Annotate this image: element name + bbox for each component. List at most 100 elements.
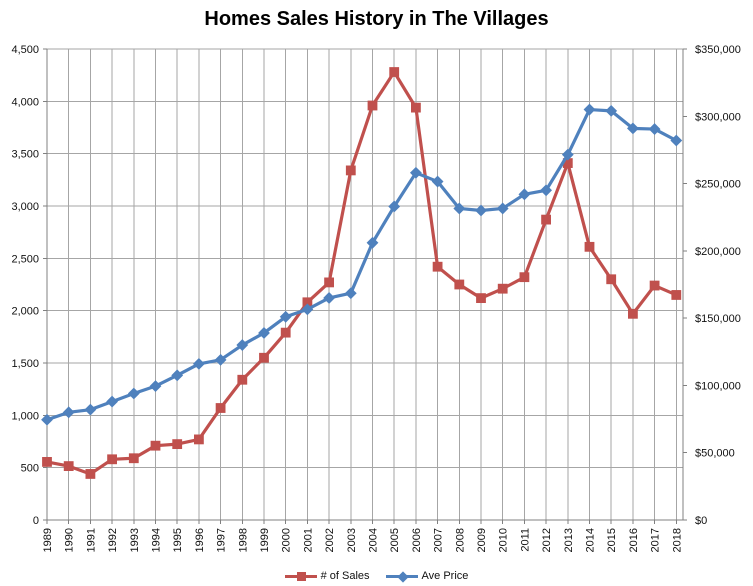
svg-text:1991: 1991 [85,528,97,552]
sales-point-1999 [259,352,269,363]
sales-point-1991 [85,469,96,479]
price-point-2002 [323,292,336,304]
legend-item-price: Ave Price [385,570,469,583]
sales-point-2000 [280,327,291,338]
svg-text:2001: 2001 [302,528,314,552]
sales-point-2015 [606,274,617,285]
sales-point-2018 [671,290,682,300]
svg-text:2010: 2010 [498,528,510,552]
price-point-2009 [475,204,487,217]
svg-text:2005: 2005 [389,528,401,552]
price-point-2012 [540,184,553,197]
svg-text:2,000: 2,000 [11,306,39,318]
svg-text:1995: 1995 [172,528,184,552]
svg-text:$250,000: $250,000 [695,179,741,191]
price-point-2008 [453,202,466,215]
legend-label-sales: # of Sales [320,570,370,582]
price-point-1989 [41,413,53,426]
price-point-2010 [496,202,509,215]
price-point-1999 [258,327,270,339]
svg-text:2015: 2015 [606,528,618,552]
sales-point-1994 [150,440,161,451]
price-series [41,103,683,426]
price-point-2004 [366,236,379,249]
svg-text:4,500: 4,500 [11,44,39,56]
svg-text:1990: 1990 [64,528,76,552]
sales-point-2002 [324,277,335,288]
svg-text:2002: 2002 [324,528,336,552]
sales-series-line [45,70,678,476]
svg-text:2008: 2008 [454,528,466,552]
price-point-1995 [171,369,184,382]
svg-text:2016: 2016 [628,528,640,552]
price-point-2003 [344,287,357,300]
svg-text:2006: 2006 [411,528,423,552]
svg-text:1994: 1994 [151,528,163,552]
svg-text:2013: 2013 [563,528,575,552]
sales-point-2011 [519,272,530,283]
sales-point-2012 [541,214,552,225]
svg-text:2018: 2018 [671,528,683,552]
svg-text:2017: 2017 [650,528,662,552]
left-axis-labels: 0 500 1,000 1,500 2,000 2,500 3,000 3,500 4,000 4… [11,44,39,527]
sales-series [42,67,682,479]
gridlines [46,48,683,520]
sales-point-2010 [497,283,508,294]
sales-point-1998 [237,374,248,385]
sales-point-2004 [367,100,378,111]
price-point-2017 [648,123,661,135]
sales-point-2003 [345,165,356,176]
price-point-2013 [561,148,574,161]
svg-text:4,000: 4,000 [11,96,39,108]
sales-point-1995 [172,439,183,450]
price-point-1992 [106,395,119,408]
svg-text:1998: 1998 [237,528,249,552]
sales-point-1992 [107,454,117,465]
svg-text:2007: 2007 [433,528,445,552]
svg-text:1997: 1997 [216,528,228,552]
price-point-2018 [670,134,683,147]
svg-text:2012: 2012 [541,528,553,552]
sales-point-2014 [584,241,595,252]
sales-point-1993 [128,453,139,464]
price-point-1996 [192,357,205,370]
sales-point-1996 [194,434,204,445]
sales-point-2005 [389,67,400,77]
price-point-2007 [431,175,444,188]
svg-text:2003: 2003 [346,528,358,552]
sales-series-marker-icon [284,570,317,582]
svg-text:$0: $0 [695,515,707,527]
svg-text:0: 0 [33,515,39,527]
svg-text:1999: 1999 [259,528,271,552]
svg-text:$300,000: $300,000 [695,111,741,123]
svg-text:$350,000: $350,000 [695,44,741,56]
sales-point-2008 [454,279,465,290]
svg-text:2014: 2014 [585,528,597,552]
price-point-2015 [605,104,618,117]
svg-text:$200,000: $200,000 [695,246,741,258]
sales-point-1989 [42,457,52,467]
price-point-2011 [518,188,531,201]
svg-text:1,000: 1,000 [11,410,39,422]
legend-label-price: Ave Price [421,570,469,582]
svg-text:2004: 2004 [368,528,380,552]
price-point-1994 [149,380,162,393]
price-series-marker-icon [385,570,418,583]
price-point-1991 [84,403,97,416]
sales-point-1997 [215,403,226,413]
price-point-2014 [583,103,596,116]
svg-text:1996: 1996 [194,528,206,552]
svg-text:2000: 2000 [281,528,293,552]
price-point-2001 [301,303,314,316]
svg-text:1993: 1993 [129,528,141,552]
sales-point-2016 [628,308,638,319]
axes [43,48,687,524]
price-point-2000 [279,310,292,323]
price-point-1990 [62,406,75,419]
price-point-1993 [127,387,140,400]
chart-title: Homes Sales History in The Villages [204,8,549,30]
svg-text:3,000: 3,000 [11,201,39,213]
svg-text:500: 500 [21,463,39,475]
